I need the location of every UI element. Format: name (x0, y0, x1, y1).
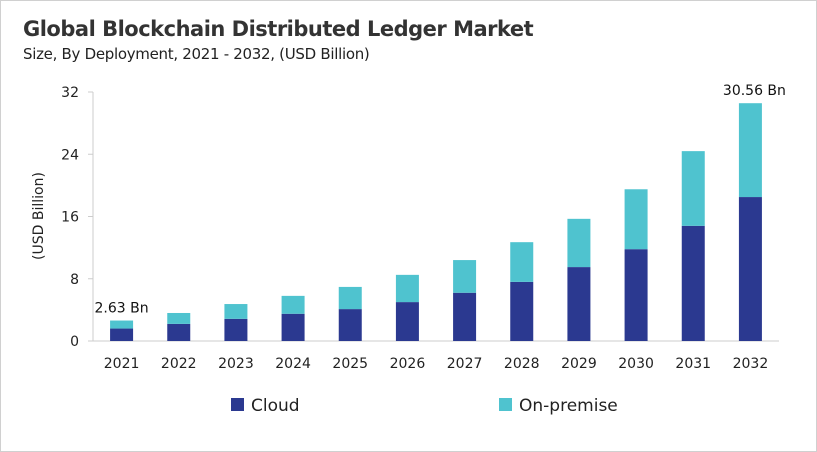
y-tick-label: 16 (61, 210, 79, 226)
data-label-2021: 2.63 Bn (95, 301, 149, 317)
bar-cloud-2029 (567, 267, 591, 341)
bar-on-premise-2026 (395, 274, 419, 303)
bar-cloud-2027 (453, 292, 477, 341)
x-tick-label: 2025 (332, 356, 368, 372)
y-axis-label: (USD Billion) (31, 172, 47, 260)
x-tick-label: 2021 (104, 356, 140, 372)
x-tick-label: 2023 (218, 356, 254, 372)
bar-cloud-2023 (224, 318, 248, 341)
bar-cloud-2030 (624, 249, 648, 341)
x-tick-label: 2032 (733, 356, 769, 372)
legend-label-on-premise: On-premise (519, 396, 618, 416)
data-label-2032: 30.56 Bn (723, 83, 786, 99)
bar-cloud-2024 (281, 313, 305, 341)
bar-on-premise-2021 (110, 320, 134, 329)
y-tick-label: 0 (70, 334, 79, 350)
chart-subtitle: Size, By Deployment, 2021 - 2032, (USD B… (23, 45, 370, 63)
bar-on-premise-2024 (281, 295, 305, 314)
legend-label-cloud: Cloud (251, 396, 300, 416)
bar-cloud-2028 (510, 281, 534, 341)
legend-swatch-cloud (231, 398, 244, 411)
bar-on-premise-2027 (453, 260, 477, 293)
bar-on-premise-2025 (338, 286, 362, 310)
bar-cloud-2022 (167, 323, 191, 341)
x-tick-label: 2027 (447, 356, 483, 372)
bar-cloud-2025 (338, 309, 362, 341)
x-tick-label: 2030 (618, 356, 654, 372)
bar-on-premise-2032 (738, 103, 762, 198)
bar-cloud-2021 (110, 328, 134, 341)
y-tick-label: 8 (70, 272, 79, 288)
y-tick-label: 24 (61, 147, 79, 163)
y-tick-label: 32 (61, 85, 79, 101)
bar-cloud-2026 (395, 302, 419, 341)
bar-on-premise-2028 (510, 242, 534, 282)
bar-on-premise-2029 (567, 218, 591, 268)
bar-cloud-2031 (681, 225, 705, 341)
chart-title: Global Blockchain Distributed Ledger Mar… (23, 17, 534, 41)
x-tick-label: 2031 (675, 356, 711, 372)
bar-on-premise-2022 (167, 312, 191, 324)
x-tick-label: 2026 (390, 356, 426, 372)
x-tick-label: 2028 (504, 356, 540, 372)
legend-swatch-on-premise (499, 398, 512, 411)
x-tick-label: 2024 (275, 356, 311, 372)
x-tick-label: 2029 (561, 356, 597, 372)
bar-on-premise-2023 (224, 304, 248, 319)
bar-on-premise-2031 (681, 151, 705, 226)
x-tick-label: 2022 (161, 356, 197, 372)
bar-on-premise-2030 (624, 189, 648, 250)
bar-cloud-2032 (738, 197, 762, 341)
